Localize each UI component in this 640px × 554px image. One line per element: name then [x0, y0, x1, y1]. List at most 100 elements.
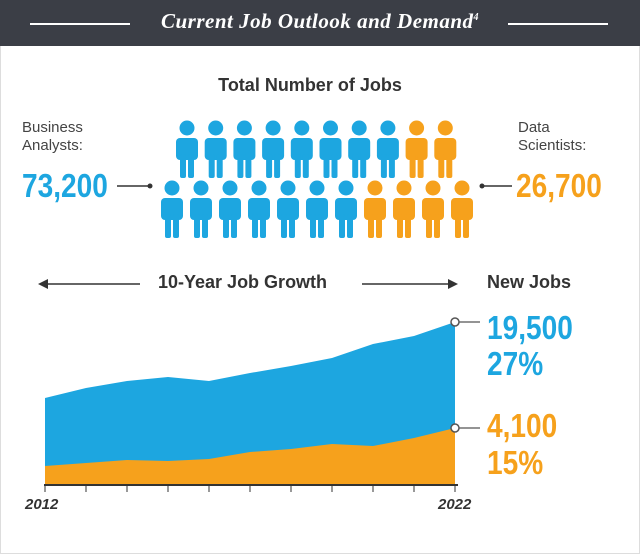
group-label: Business	[22, 119, 83, 136]
year-label: 2012	[25, 496, 59, 513]
leg	[165, 214, 171, 238]
leg	[237, 154, 244, 178]
header-title: Current Job Outlook and Demand4	[0, 9, 640, 34]
leg	[281, 214, 287, 238]
head	[396, 180, 412, 196]
new-jobs: 19,500	[487, 309, 573, 346]
torso	[376, 138, 399, 160]
torso	[306, 198, 328, 220]
head	[409, 120, 425, 136]
leg	[252, 214, 258, 238]
torso	[248, 198, 270, 220]
leg	[323, 154, 330, 178]
leg	[405, 214, 411, 238]
head	[179, 120, 195, 136]
leg	[208, 154, 215, 178]
person-icon	[190, 180, 212, 238]
torso	[233, 138, 256, 160]
leg	[294, 154, 301, 178]
leg	[397, 214, 403, 238]
leg	[376, 214, 382, 238]
person-icon	[422, 180, 444, 238]
head	[251, 180, 267, 196]
leg	[380, 154, 387, 178]
year-label: 2022	[438, 496, 472, 513]
end-marker	[450, 317, 460, 327]
pictogram	[161, 120, 473, 238]
person-icon	[233, 120, 256, 178]
torso	[204, 138, 227, 160]
head	[236, 120, 252, 136]
leg	[417, 154, 424, 178]
leg	[388, 154, 395, 178]
torso	[434, 138, 457, 160]
leg	[223, 214, 229, 238]
torso	[262, 138, 285, 160]
leg	[347, 214, 353, 238]
arrow-head	[448, 279, 458, 289]
torso	[290, 138, 313, 160]
torso	[319, 138, 342, 160]
leg	[339, 214, 345, 238]
area-data-scientists	[45, 428, 455, 485]
head	[294, 120, 310, 136]
person-icon	[376, 120, 399, 178]
leg	[231, 214, 237, 238]
leg	[289, 214, 295, 238]
rule	[508, 23, 608, 25]
leg	[310, 214, 316, 238]
person-icon	[161, 180, 183, 238]
group-label: Analysts:	[22, 137, 83, 154]
person-icon	[176, 120, 198, 178]
torso	[176, 138, 198, 160]
area-business-analysts	[45, 322, 455, 485]
leg	[180, 154, 186, 178]
connector-dot	[479, 183, 485, 189]
leg	[188, 154, 194, 178]
person-icon	[335, 180, 357, 238]
person-icon	[348, 120, 371, 178]
count: 26,700	[516, 167, 602, 204]
leg	[194, 214, 200, 238]
group-label: Data	[518, 119, 550, 136]
head	[208, 120, 224, 136]
person-icon	[290, 120, 313, 178]
head	[338, 180, 354, 196]
person-icon	[405, 120, 428, 178]
title-text: Current Job Outlook and Demand	[160, 9, 474, 33]
torso	[190, 198, 212, 220]
leg	[352, 154, 359, 178]
person-icon	[262, 120, 285, 178]
section-title: Total Number of Jobs	[218, 75, 402, 95]
torso	[219, 198, 241, 220]
torso	[277, 198, 299, 220]
leg	[426, 214, 432, 238]
new-jobs: 4,100	[487, 407, 558, 444]
leg	[216, 154, 223, 178]
torso	[348, 138, 371, 160]
leg	[173, 214, 179, 238]
person-icon	[204, 120, 227, 178]
leg	[318, 214, 324, 238]
leg	[463, 214, 469, 238]
leg	[331, 154, 338, 178]
leg	[260, 214, 266, 238]
head	[222, 180, 238, 196]
leg	[438, 154, 445, 178]
head	[437, 120, 453, 136]
person-icon	[319, 120, 342, 178]
head	[193, 180, 209, 196]
head	[280, 180, 296, 196]
footnote-mark: 4	[473, 12, 480, 23]
person-icon	[451, 180, 473, 238]
percent: 15%	[487, 444, 544, 481]
leg	[368, 214, 374, 238]
head	[454, 180, 470, 196]
leg	[274, 154, 281, 178]
head	[351, 120, 367, 136]
leg	[302, 154, 309, 178]
leg	[446, 154, 453, 178]
head	[323, 120, 338, 136]
